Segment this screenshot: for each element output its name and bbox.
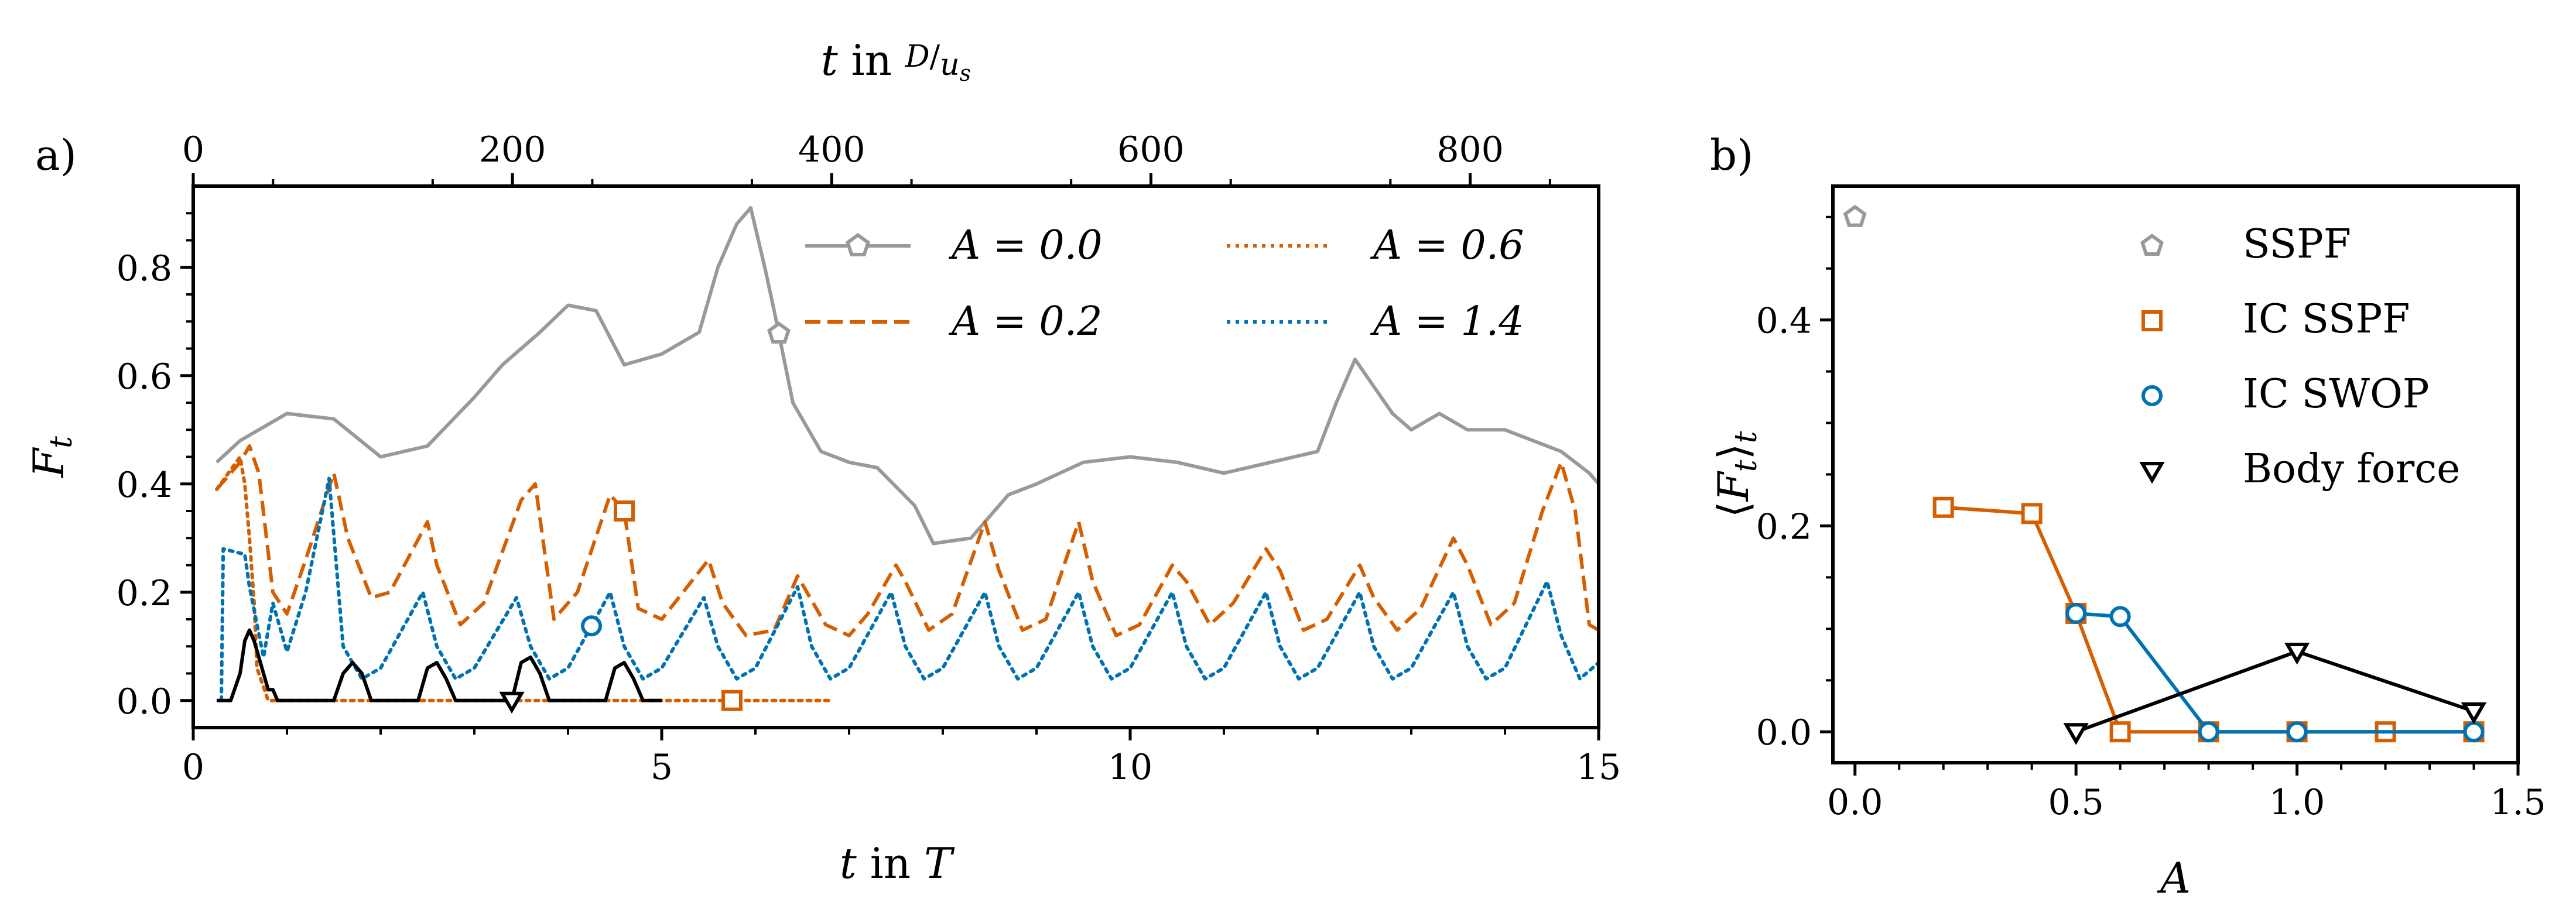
panel-a-ytick-label-0: 0.0 [117, 681, 172, 722]
panel-a-top-tick-label-1: 200 [479, 129, 546, 170]
panel-b-point-1-3 [2109, 721, 2131, 743]
panel-b-legend-label-0: SSPF [2243, 221, 2351, 267]
panel-a-series-marker-2 [721, 690, 743, 711]
panel-b-point-1-0 [1932, 496, 1954, 518]
panel-a-legend-label-0: A = 0.0 [948, 222, 1102, 269]
panel-b-series-line-2 [2075, 612, 2474, 734]
panel-a-xtick-label-3: 15 [1576, 747, 1621, 788]
panel-a-series-marker-0 [767, 321, 791, 344]
panel-b-point-2-0 [2065, 602, 2087, 624]
panel-b-label: b) [1710, 131, 1753, 180]
panel-b-legend-marker-1 [2141, 310, 2163, 331]
panel-b-series [1843, 204, 2487, 745]
panel-a-series-marker-3 [581, 615, 602, 637]
panel-b-frame [1831, 184, 2520, 764]
panel-b-legend-marker-2 [2141, 385, 2163, 406]
panel-a-series-line-2 [215, 455, 832, 702]
panel-b-point-1-1 [2021, 503, 2043, 524]
panel-b-point-0-0 [1843, 204, 1867, 227]
panel-a-xlabel: t in T [840, 839, 955, 888]
panel-b-point-2-1 [2109, 606, 2131, 627]
panel-a-series-line-4 [217, 628, 662, 702]
panel-a-label: a) [35, 131, 77, 180]
panel-b-legend-label-2: IC SWOP [2243, 371, 2429, 417]
panel-b-xtick-label-1: 0.5 [2048, 782, 2103, 823]
panel-b-xtick-label-3: 1.5 [2490, 782, 2546, 823]
panel-a-top-xlabel: t in D/us [821, 36, 971, 86]
panel-a-ytick-label-1: 0.2 [117, 573, 172, 614]
panel-a-top-tick-label-3: 600 [1117, 129, 1185, 170]
panel-a-ytick-label-3: 0.6 [117, 356, 172, 397]
panel-a-series-marker-4 [499, 691, 525, 714]
panel-b-ytick-label-2: 0.4 [1756, 301, 1812, 342]
panel-b-legend-marker-0 [2140, 234, 2164, 256]
panel-a-ylabel: Ft [24, 436, 79, 479]
panel-b-ytick-label-0: 0.0 [1756, 712, 1812, 753]
panel-a-legend-label-2: A = 0.2 [948, 299, 1102, 345]
panel-a: 0 5 10 15 0.0 0.2 0.4 0.6 0.8 0 200 400 600 800 A = 0… [24, 36, 1621, 888]
panel-a-ticks: 0 5 10 15 0.0 0.2 0.4 0.6 0.8 0 200 400 600 800 [117, 129, 1621, 788]
panel-a-ytick-label-2: 0.4 [117, 465, 172, 506]
panel-b-legend: SSPF IC SSPF IC SWOP Body force [2139, 221, 2460, 492]
panel-a-series [215, 206, 1599, 702]
panel-b-legend-label-1: IC SSPF [2243, 296, 2410, 342]
panel-b-ytick-label-1: 0.2 [1756, 506, 1812, 547]
panel-b: 0.0 0.5 1.0 1.5 0.0 0.2 0.4 SSPF IC SSPF IC SWOP… [1709, 184, 2546, 902]
panel-a-legend-label-3: A = 1.4 [1370, 299, 1524, 345]
panel-a-series-line-0 [215, 206, 1599, 546]
panel-a-top-tick-label-4: 800 [1436, 129, 1504, 170]
panel-a-series-line-3 [220, 476, 1599, 702]
panel-a-markers [499, 321, 791, 714]
panel-b-series-line-1 [1943, 505, 2474, 734]
panel-a-legend-marker-0 [845, 232, 871, 256]
panel-b-ylabel: ⟨Ft⟩t [1709, 431, 1764, 517]
panel-a-top-tick-label-0: 0 [182, 129, 204, 170]
panel-a-legend: A = 0.0 A = 0.6 A = 0.2 A = 1.4 [805, 222, 1524, 345]
panel-a-ytick-label-4: 0.8 [117, 248, 172, 289]
panel-b-point-2-2 [2198, 721, 2219, 743]
panel-a-top-tick-label-2: 400 [798, 129, 865, 170]
panel-a-xtick-label-0: 0 [182, 747, 204, 788]
panel-b-ticks: 0.0 0.5 1.0 1.5 0.0 0.2 0.4 [1756, 215, 2546, 823]
panel-b-xtick-label-0: 0.0 [1827, 782, 1883, 823]
panel-b-point-2-4 [2463, 721, 2485, 743]
panel-b-point-3-0 [2063, 723, 2089, 745]
panel-b-point-2-3 [2286, 721, 2308, 743]
panel-a-frame [191, 184, 1600, 729]
panel-b-legend-label-3: Body force [2243, 446, 2460, 492]
panel-b-point-3-1 [2284, 643, 2310, 665]
panel-b-series-line-3 [2075, 650, 2475, 734]
panel-a-series-line-1 [215, 444, 1599, 637]
panel-a-legend-label-1: A = 0.6 [1370, 222, 1524, 269]
panel-b-point-3-2 [2461, 702, 2487, 725]
panel-b-xtick-label-2: 1.0 [2269, 782, 2325, 823]
panel-b-xlabel: A [2157, 853, 2191, 902]
panel-a-series-marker-1 [614, 500, 635, 522]
panel-a-xtick-label-2: 10 [1108, 747, 1152, 788]
panel-b-legend-marker-3 [2139, 462, 2165, 484]
panel-a-xtick-label-1: 5 [651, 747, 673, 788]
